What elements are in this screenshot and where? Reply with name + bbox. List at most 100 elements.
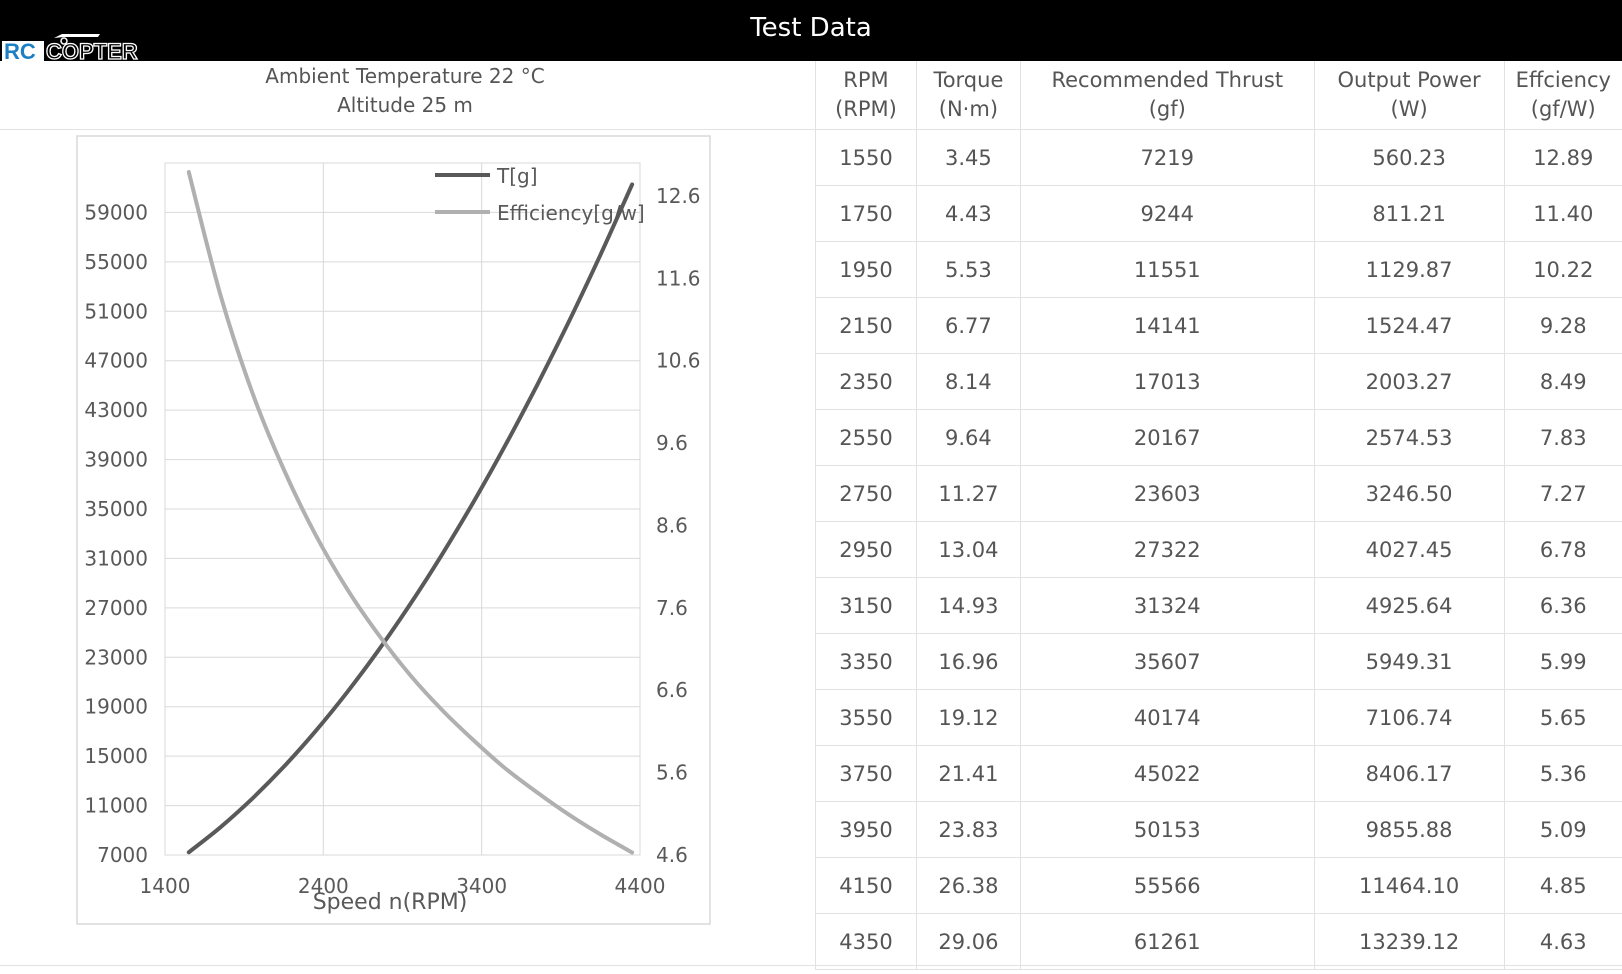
table-cell: 8406.17	[1313, 745, 1505, 802]
table-cell: 7.27	[1503, 465, 1622, 522]
table-cell: 13239.12	[1313, 913, 1505, 970]
column-header: Torque (N·m)	[915, 61, 1021, 130]
table-cell: 1550	[815, 129, 917, 186]
table-cell: 35607	[1019, 633, 1315, 690]
table-cell: 7.83	[1503, 409, 1622, 466]
x-tick-label: 1400	[140, 874, 191, 898]
table-cell: 14.93	[915, 577, 1021, 634]
rc-copter-logo: RC COPTER	[2, 32, 162, 61]
table-row: 2750 11.27 23603 3246.50 7.27	[815, 465, 1622, 522]
table-row: 2550 9.64 20167 2574.53 7.83	[815, 409, 1622, 466]
thrust-series-line	[186, 182, 635, 855]
table-cell: 4150	[815, 857, 917, 914]
table-cell: 9855.88	[1313, 801, 1505, 858]
y-right-tick-label: 12.6	[656, 184, 701, 208]
column-header-unit: (RPM)	[835, 97, 897, 121]
test-conditions: Ambient Temperature 22 °C Altitude 25 m	[0, 62, 810, 128]
table-cell: 1950	[815, 241, 917, 298]
table-row: 3550 19.12 40174 7106.74 5.65	[815, 689, 1622, 746]
table-cell: 1129.87	[1313, 241, 1505, 298]
y-left-tick-label: 27000	[84, 596, 148, 620]
table-cell: 11464.10	[1313, 857, 1505, 914]
column-header: Effciency (gf/W)	[1503, 61, 1622, 130]
y-right-tick-label: 8.6	[656, 513, 688, 537]
table-cell: 23603	[1019, 465, 1315, 522]
y-left-tick-label: 15000	[84, 744, 148, 768]
table-row: 1550 3.45 7219 560.23 12.89	[815, 129, 1622, 186]
table-row: 4150 26.38 55566 11464.10 4.85	[815, 857, 1622, 914]
column-header-label: Effciency	[1515, 68, 1611, 92]
y-left-tick-label: 35000	[84, 497, 148, 521]
table-row: 3350 16.96 35607 5949.31 5.99	[815, 633, 1622, 690]
y-left-tick-label: 55000	[84, 250, 148, 274]
table-cell: 5.99	[1503, 633, 1622, 690]
column-header-unit: (W)	[1390, 97, 1428, 121]
table-cell: 55566	[1019, 857, 1315, 914]
table-cell: 560.23	[1313, 129, 1505, 186]
table-cell: 7106.74	[1313, 689, 1505, 746]
y-left-tick-label: 7000	[97, 843, 148, 867]
y-left-tick-label: 39000	[84, 448, 148, 472]
x-axis-label: Speed n(RPM)	[313, 890, 468, 915]
table-cell: 4.43	[915, 185, 1021, 242]
table-row: 3750 21.41 45022 8406.17 5.36	[815, 745, 1622, 802]
table-cell: 1524.47	[1313, 297, 1505, 354]
table-cell: 40174	[1019, 689, 1315, 746]
table-cell: 8.49	[1503, 353, 1622, 410]
table-cell: 50153	[1019, 801, 1315, 858]
table-cell: 2350	[815, 353, 917, 410]
legend-label: T[g]	[496, 164, 538, 188]
table-cell: 21.41	[915, 745, 1021, 802]
altitude: Altitude 25 m	[337, 93, 473, 117]
table-cell: 3150	[815, 577, 917, 634]
y-left-tick-label: 47000	[84, 349, 148, 373]
legend-label: Efficiency[g/w]	[497, 201, 645, 225]
column-header-label: Recommended Thrust	[1051, 68, 1284, 92]
table-row: 3950 23.83 50153 9855.88 5.09	[815, 801, 1622, 858]
y-left-tick-label: 43000	[84, 398, 148, 422]
table-cell: 3550	[815, 689, 917, 746]
y-left-tick-label: 31000	[84, 546, 148, 570]
table-header-row: RPM (RPM) Torque (N·m) Recommended Thrust (gf…	[815, 61, 1622, 130]
table-cell: 3750	[815, 745, 917, 802]
y-right-tick-label: 11.6	[656, 266, 701, 290]
table-cell: 12.89	[1503, 129, 1622, 186]
table-cell: 4.85	[1503, 857, 1622, 914]
column-header-label: Torque	[933, 68, 1004, 92]
table-cell: 5.09	[1503, 801, 1622, 858]
column-header-unit: (gf/W)	[1530, 97, 1596, 121]
table-cell: 4.63	[1503, 913, 1622, 970]
table-cell: 811.21	[1313, 185, 1505, 242]
table-cell: 11.40	[1503, 185, 1622, 242]
table-cell: 3350	[815, 633, 917, 690]
table-cell: 20167	[1019, 409, 1315, 466]
table-cell: 3950	[815, 801, 917, 858]
y-right-tick-label: 10.6	[656, 349, 701, 373]
table-cell: 11.27	[915, 465, 1021, 522]
table-cell: 6.36	[1503, 577, 1622, 634]
title-bar: Test Data	[0, 0, 1622, 61]
table-cell: 8.14	[915, 353, 1021, 410]
table-cell: 6.78	[1503, 521, 1622, 578]
efficiency-series-line	[186, 170, 635, 855]
table-cell: 11551	[1019, 241, 1315, 298]
ambient-temperature: Ambient Temperature 22 °C	[265, 64, 545, 88]
y-right-tick-label: 5.6	[656, 761, 688, 785]
page-title: Test Data	[750, 13, 872, 43]
y-right-tick-label: 9.6	[656, 431, 688, 455]
table-cell: 10.22	[1503, 241, 1622, 298]
table-cell: 9.64	[915, 409, 1021, 466]
table-cell: 45022	[1019, 745, 1315, 802]
y-left-tick-label: 23000	[84, 645, 148, 669]
y-right-tick-label: 7.6	[656, 596, 688, 620]
table-row: 2150 6.77 14141 1524.47 9.28	[815, 297, 1622, 354]
column-header: Output Power (W)	[1313, 61, 1505, 130]
column-header: RPM (RPM)	[815, 61, 917, 130]
table-row: 1750 4.43 9244 811.21 11.40	[815, 185, 1622, 242]
table-cell: 3.45	[915, 129, 1021, 186]
table-cell: 2574.53	[1313, 409, 1505, 466]
svg-text:RC: RC	[4, 39, 36, 61]
column-header: Recommended Thrust (gf)	[1019, 61, 1315, 130]
column-header-unit: (gf)	[1148, 97, 1186, 121]
table-cell: 29.06	[915, 913, 1021, 970]
